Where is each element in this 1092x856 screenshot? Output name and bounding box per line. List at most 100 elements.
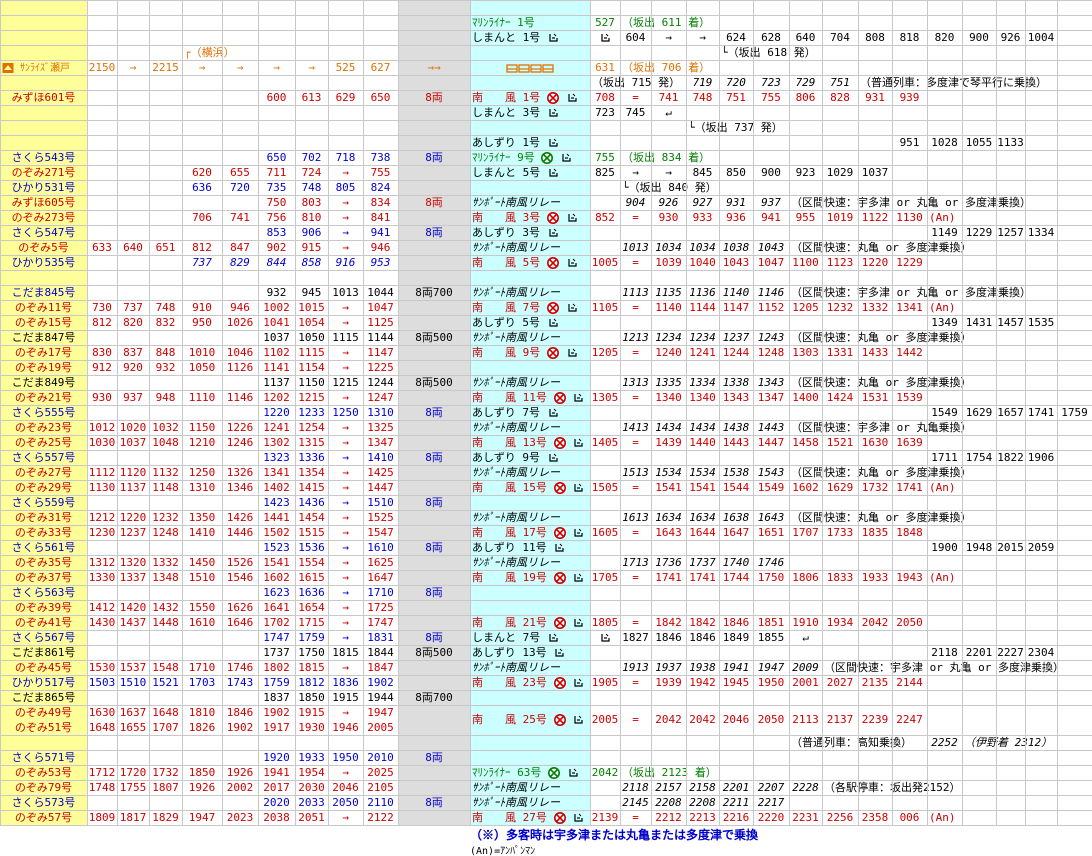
cell-text: → bbox=[342, 166, 349, 179]
cell: 8両 bbox=[398, 405, 470, 420]
cell: 2252 bbox=[927, 735, 962, 750]
cell-text: = bbox=[632, 616, 639, 629]
cell-text: ↵ bbox=[665, 106, 672, 119]
table-row bbox=[0, 270, 1092, 285]
cell-text: 1534 bbox=[655, 466, 682, 479]
cell: 1004 bbox=[1025, 30, 1057, 45]
cell-text: 2033 bbox=[298, 796, 325, 809]
cell: 1915 1930 bbox=[295, 705, 328, 735]
cell: 1349 bbox=[927, 315, 962, 330]
table-row: ひかり517号 1503 1510 1521 1703 1743 1759 1812 1836 1… bbox=[0, 675, 1092, 690]
cell-text: 1434 bbox=[655, 421, 682, 434]
table-row: しまんと 3号 723 745 ↵ bbox=[0, 105, 1092, 120]
cell: 1148 bbox=[149, 480, 182, 495]
cell: 1630 bbox=[858, 435, 892, 450]
cell: 1233 bbox=[295, 405, 328, 420]
no-smoking-red-icon bbox=[553, 677, 566, 689]
cell: 803 bbox=[295, 195, 328, 210]
nanpu-train-label: 南 風 1号 bbox=[472, 91, 547, 104]
cell-text: 845 bbox=[692, 166, 713, 179]
cell: 1237 bbox=[719, 330, 753, 345]
cell-text: 1305 bbox=[591, 391, 619, 404]
cell-text: 1122 bbox=[861, 211, 889, 224]
cell-text: = bbox=[632, 256, 639, 269]
cell-text: → bbox=[342, 496, 349, 509]
cell: 1123 bbox=[822, 255, 858, 270]
cell: 912 bbox=[87, 360, 117, 375]
cell-text: 1335 bbox=[655, 376, 682, 389]
cell-text: 2023 bbox=[226, 811, 254, 824]
cell-text: 2042 bbox=[861, 616, 889, 629]
cell-text: あしずり 7号 bbox=[472, 406, 541, 419]
cell-text: 8両 bbox=[425, 406, 443, 419]
cell-text: 832 bbox=[155, 316, 176, 329]
cell: 1755 bbox=[117, 780, 149, 795]
nanpu-train-label: 南 風 5号 bbox=[472, 256, 547, 269]
cell-text: 1549 bbox=[931, 406, 958, 419]
cell: 2135 bbox=[858, 675, 892, 690]
cell-text: 2002 bbox=[226, 781, 254, 794]
cell: 1037 bbox=[258, 330, 295, 345]
cell-text: 1647 bbox=[367, 571, 394, 584]
cell-text: 640 bbox=[123, 241, 143, 254]
cell: 2208 bbox=[651, 795, 686, 810]
cell: = bbox=[620, 210, 651, 225]
cell-text: のぞみ25号 bbox=[14, 436, 73, 449]
cell-text: 1934 bbox=[826, 616, 854, 629]
cell: 2207 bbox=[753, 780, 789, 795]
cell-text: 1643 bbox=[655, 526, 682, 539]
cell-text: 1707 bbox=[792, 526, 819, 539]
cell: 1055 bbox=[962, 135, 996, 150]
cell-text: 1634 bbox=[655, 511, 682, 524]
cell-text: 1257 bbox=[997, 226, 1024, 239]
cell: 1639 bbox=[892, 435, 927, 450]
cell-text: 1220 bbox=[861, 256, 889, 269]
cell: 1712 bbox=[87, 765, 117, 780]
cell: 2050 bbox=[328, 795, 363, 810]
cell: ｻﾝﾎﾟｰﾄ南風リレー bbox=[470, 330, 590, 345]
cell: 1711 bbox=[927, 450, 962, 465]
cell-text: 829 bbox=[230, 256, 250, 269]
table-row: さくら573号 2020 2033 2050 2110 8両 ｻﾝﾎﾟｰﾄ南風リレー 2145… bbox=[0, 795, 1092, 810]
cell: 1537 bbox=[117, 660, 149, 675]
cell-text: 1939 bbox=[655, 676, 682, 689]
cell: 1226 bbox=[222, 420, 258, 435]
cell: 1550 bbox=[182, 600, 222, 615]
cell: 1234 bbox=[651, 330, 686, 345]
cell: → bbox=[258, 60, 295, 75]
cell: → bbox=[328, 525, 363, 540]
cell-text: 1817 bbox=[119, 811, 147, 824]
cell: 1137 bbox=[258, 375, 295, 390]
cell-text: 1112 bbox=[88, 466, 116, 479]
cell-text: 1926 bbox=[188, 781, 216, 794]
cell: 1846 bbox=[651, 630, 686, 645]
cell: 1220 bbox=[117, 510, 149, 525]
cell-text: → bbox=[342, 316, 349, 329]
cell: 1934 bbox=[822, 615, 858, 630]
cell-text: 1613 bbox=[622, 511, 649, 524]
table-row: のぞみ21号 930 937 948 1110 1146 1202 1215 → 1247 南 風 … bbox=[0, 390, 1092, 405]
cell-text: 1341 bbox=[896, 301, 923, 314]
cell: 8両500 bbox=[398, 375, 470, 390]
cell: ｻﾝﾎﾟｰﾄ南風リレー bbox=[470, 795, 590, 810]
cell: 1526 bbox=[222, 555, 258, 570]
cell: 1926 bbox=[182, 780, 222, 795]
cell-text: 1842 bbox=[689, 616, 716, 629]
cell-text: 1720 bbox=[119, 766, 147, 779]
cell: 955 bbox=[789, 210, 822, 225]
cell-text: 1443 bbox=[757, 421, 785, 434]
cell-text: 915 bbox=[301, 241, 322, 254]
cell: 1437 bbox=[117, 615, 149, 630]
cell-text: → bbox=[342, 226, 349, 239]
cell: のぞみ35号 bbox=[0, 555, 87, 570]
cell-text: 1040 bbox=[689, 256, 716, 269]
cell-text: 8両700 bbox=[415, 286, 453, 299]
cell-text: ｻﾝﾎﾟｰﾄ南風リレー bbox=[472, 511, 560, 524]
cell-text: 755 bbox=[370, 166, 391, 179]
cell-text: 1240 bbox=[655, 346, 682, 359]
cell: 1037 bbox=[117, 435, 149, 450]
cell-text: 2122 bbox=[367, 811, 394, 824]
cell: 2239 bbox=[858, 705, 892, 735]
cell-text: 1334 bbox=[1027, 226, 1055, 239]
cell-text: 910 bbox=[192, 301, 212, 314]
